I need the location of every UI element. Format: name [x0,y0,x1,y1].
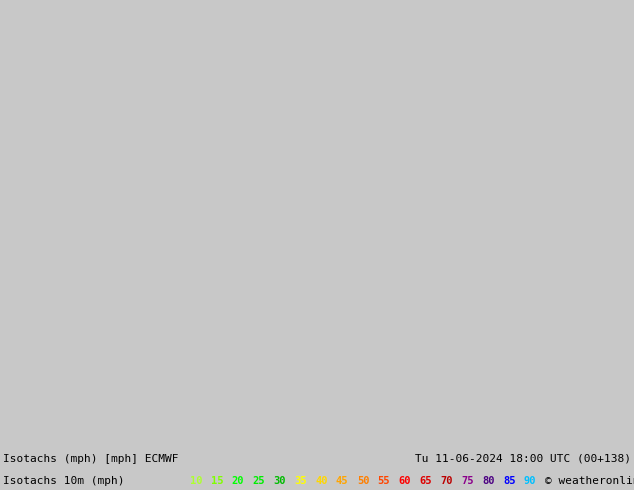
Text: © weatheronline.co.uk weatheronline.co.uk: © weatheronline.co.uk weatheronline.co.u… [545,476,634,486]
Text: 40: 40 [315,476,328,486]
Text: 50: 50 [357,476,369,486]
Text: 70: 70 [440,476,453,486]
Text: Tu 11-06-2024 18:00 UTC (00+138): Tu 11-06-2024 18:00 UTC (00+138) [415,454,631,464]
Text: 80: 80 [482,476,495,486]
Text: 20: 20 [231,476,244,486]
Text: 25: 25 [252,476,265,486]
Text: 85: 85 [503,476,515,486]
Text: 90: 90 [524,476,536,486]
Text: 55: 55 [378,476,390,486]
Text: 65: 65 [419,476,432,486]
Text: Isotachs 10m (mph): Isotachs 10m (mph) [3,476,124,486]
Text: Isotachs (mph) [mph] ECMWF: Isotachs (mph) [mph] ECMWF [3,454,179,464]
Text: 60: 60 [399,476,411,486]
Text: 15: 15 [210,476,223,486]
Text: 45: 45 [336,476,348,486]
Text: 30: 30 [273,476,286,486]
Text: 10: 10 [190,476,202,486]
Text: 35: 35 [294,476,307,486]
Text: 75: 75 [461,476,474,486]
